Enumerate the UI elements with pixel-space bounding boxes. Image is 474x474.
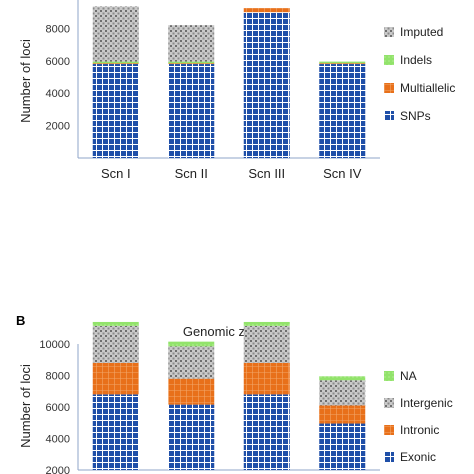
bar-segment-intergenic-scn-ii: [168, 346, 215, 379]
bar-segment-intergenic-scn-i: [92, 325, 139, 363]
panel-b-y-axis-label: Number of loci: [18, 364, 33, 448]
bar-segment-snps-scn-iv: [319, 64, 366, 158]
bar-segment-snps-scn-iii: [243, 12, 290, 159]
panel-b-legend: NA Intergenic Intronic Exonic: [384, 369, 453, 464]
panel-a-legend: Imputed Indels Multiallelic SNPs: [384, 25, 455, 123]
bar-segment-na-scn-iii: [243, 321, 290, 326]
bar-segment-indels-scn-iv: [319, 61, 366, 64]
panel-b-y-tick-label: 4000: [46, 434, 70, 446]
panel-b-y-tick-label: 2000: [46, 465, 70, 474]
bar-segment-multiallelic-scn-ii: [168, 63, 215, 65]
bar-segment-exonic-scn-i: [92, 394, 139, 470]
panel-a-y-tick-label: 6000: [46, 56, 70, 68]
bar-segment-intergenic-scn-iii: [243, 325, 290, 363]
panel-a-y-tick-label: 4000: [46, 88, 70, 100]
panel-b-chart: B Genomic zones Number of loci 200040006…: [16, 313, 453, 474]
panel-a-y-tick-label: 8000: [46, 23, 70, 35]
bar-segment-intronic-scn-iii: [243, 362, 290, 395]
bar-segment-imputed-scn-ii: [168, 25, 215, 62]
legend-label-indels: Indels: [400, 53, 432, 67]
bar-segment-multiallelic-scn-iv: [319, 63, 366, 65]
category-label-scn-i: Scn I: [101, 166, 131, 181]
panel-b-bars: [92, 321, 366, 470]
panel-a-y-axis-label: Number of loci: [18, 39, 33, 123]
bar-segment-multiallelic-scn-i: [92, 63, 139, 65]
bar-segment-exonic-scn-ii: [168, 404, 215, 470]
panel-a-bars: [92, 6, 366, 159]
bar-segment-exonic-scn-iii: [243, 394, 290, 470]
legend-label-multiallelic: Multiallelic: [400, 81, 455, 95]
legend-swatch-exonic: [384, 452, 394, 462]
legend-label-snps: SNPs: [400, 109, 431, 123]
bar-segment-indels-scn-i: [92, 61, 139, 64]
bar-segment-intronic-scn-ii: [168, 378, 215, 405]
legend-swatch-imputed: [384, 27, 394, 37]
panel-b-y-ticks: 2000 4000 6000 8000 10000: [39, 339, 380, 474]
panel-a-category-labels: Scn I Scn II Scn III Scn IV: [101, 166, 362, 181]
panel-b-y-tick-label: 8000: [46, 371, 70, 383]
legend-swatch-na: [384, 371, 394, 381]
bar-segment-snps-scn-ii: [168, 64, 215, 158]
bar-segment-na-scn-ii: [168, 341, 215, 347]
legend-label-na: NA: [400, 369, 417, 383]
category-label-scn-ii: Scn II: [175, 166, 208, 181]
bar-segment-na-scn-iv: [319, 376, 366, 381]
bar-segment-intronic-scn-iv: [319, 405, 366, 424]
panel-b-y-tick-label: 6000: [46, 402, 70, 414]
panel-b-y-tick-label: 10000: [39, 339, 70, 351]
legend-swatch-intronic: [384, 425, 394, 435]
panel-a-y-tick-label: 2000: [46, 121, 70, 133]
bar-segment-snps-scn-i: [92, 64, 139, 158]
legend-swatch-indels: [384, 55, 394, 65]
bar-segment-intergenic-scn-iv: [319, 380, 366, 406]
bar-segment-intronic-scn-i: [92, 362, 139, 395]
legend-swatch-multiallelic: [384, 83, 394, 93]
legend-label-exonic: Exonic: [400, 450, 436, 464]
category-label-scn-iv: Scn IV: [323, 166, 362, 181]
legend-swatch-intergenic: [384, 398, 394, 408]
panel-b-label: B: [16, 313, 25, 328]
legend-label-intergenic: Intergenic: [400, 396, 453, 410]
bar-segment-multiallelic-scn-iii: [243, 8, 290, 13]
category-label-scn-iii: Scn III: [248, 166, 285, 181]
legend-label-imputed: Imputed: [400, 25, 443, 39]
legend-label-intronic: Intronic: [400, 423, 439, 437]
bar-segment-imputed-scn-i: [92, 6, 139, 62]
bar-segment-indels-scn-ii: [168, 61, 215, 64]
bar-segment-exonic-scn-iv: [319, 423, 366, 470]
bar-segment-na-scn-i: [92, 321, 139, 326]
legend-swatch-snps: [384, 111, 394, 121]
